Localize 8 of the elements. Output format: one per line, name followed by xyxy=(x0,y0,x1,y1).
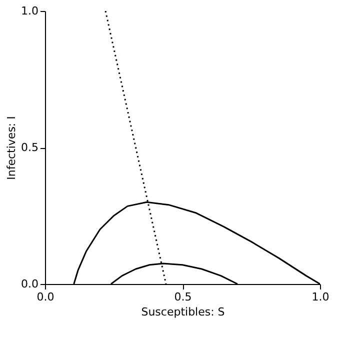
x-tick-label: 0.5 xyxy=(174,290,192,304)
x-tick-label: 0.0 xyxy=(36,290,54,304)
y-tick-label: 1.0 xyxy=(21,4,38,18)
y-tick-label: 0.5 xyxy=(21,141,38,154)
y-axis-title: Infectives: I xyxy=(5,116,18,180)
x-axis-title: Susceptibles: S xyxy=(141,306,225,318)
x-tick-label: 1.0 xyxy=(312,290,330,304)
y-tick-label: 0.0 xyxy=(21,278,38,290)
